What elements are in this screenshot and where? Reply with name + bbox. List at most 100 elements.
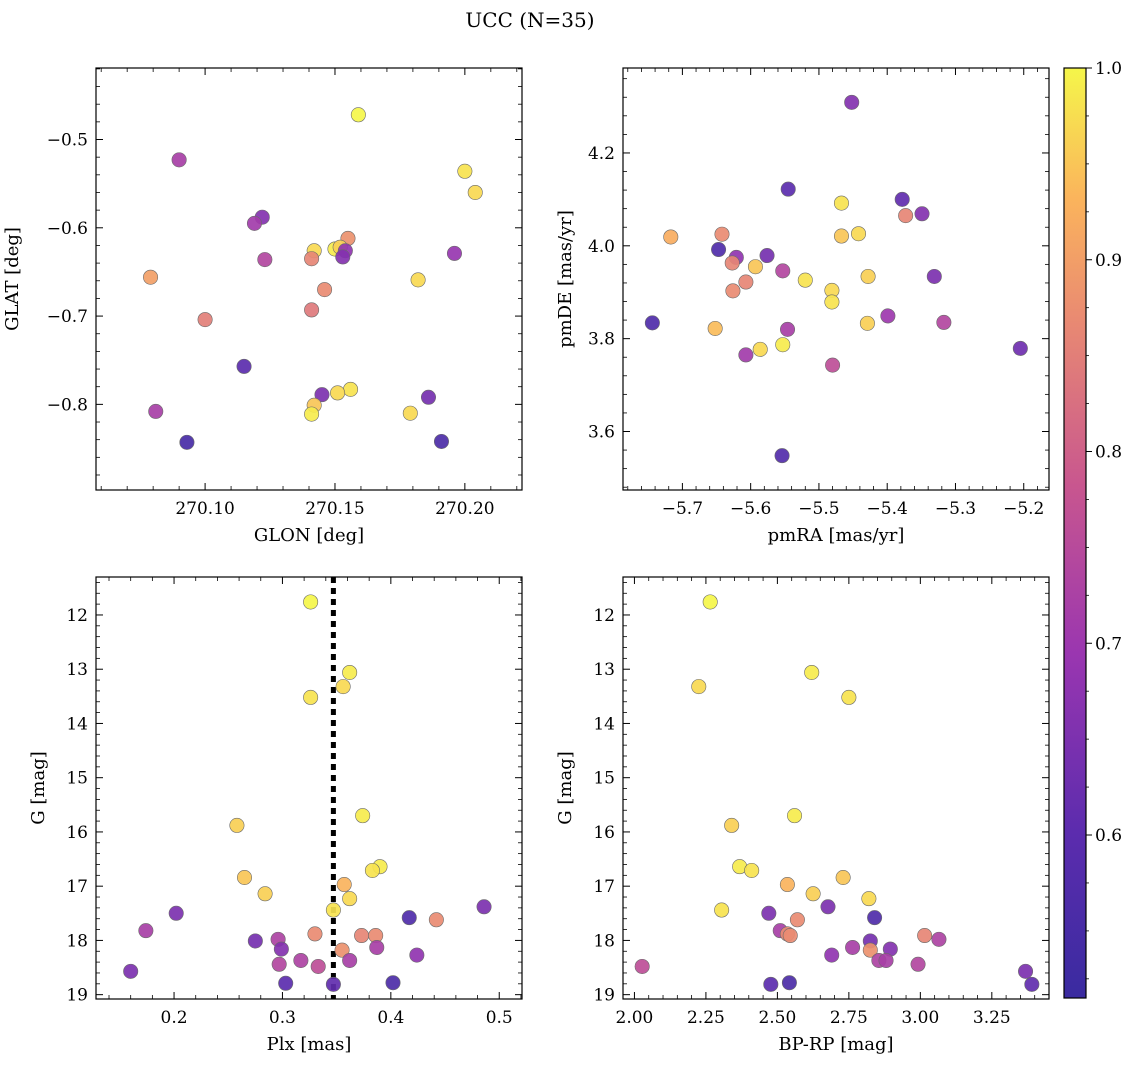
y-tick-label: 17 bbox=[593, 877, 615, 897]
data-point bbox=[936, 314, 952, 330]
colorbar-tick-label: 0.7 bbox=[1095, 634, 1122, 654]
plot-frame bbox=[95, 67, 523, 491]
plot-frame bbox=[95, 576, 523, 1000]
data-point bbox=[446, 245, 462, 261]
data-point bbox=[401, 910, 417, 926]
data-point bbox=[197, 312, 213, 328]
data-point bbox=[229, 817, 245, 833]
data-point bbox=[844, 94, 860, 110]
data-point bbox=[330, 385, 346, 401]
data-point bbox=[343, 381, 359, 397]
y-tick-label: 14 bbox=[593, 714, 615, 734]
data-point bbox=[724, 817, 740, 833]
data-point bbox=[138, 923, 154, 939]
x-axis-label: pmRA [mas/yr] bbox=[768, 525, 905, 546]
data-point bbox=[747, 259, 763, 275]
data-point bbox=[833, 228, 849, 244]
data-point bbox=[725, 283, 741, 299]
data-point bbox=[310, 958, 326, 974]
data-point bbox=[342, 891, 358, 907]
data-point bbox=[898, 208, 914, 224]
data-point bbox=[257, 252, 273, 268]
data-point bbox=[409, 947, 425, 963]
x-tick-label: 3.25 bbox=[973, 1008, 1011, 1028]
data-point bbox=[179, 434, 195, 450]
data-point bbox=[247, 933, 263, 949]
plot-frame bbox=[622, 67, 1050, 491]
data-point bbox=[789, 912, 805, 928]
y-tick-label: −0.7 bbox=[47, 307, 88, 327]
data-point bbox=[257, 886, 273, 902]
data-point bbox=[236, 358, 252, 374]
x-tick-label: 270.10 bbox=[175, 499, 234, 519]
data-point bbox=[369, 939, 385, 955]
data-point bbox=[325, 976, 341, 992]
x-tick-label: 2.25 bbox=[687, 1008, 725, 1028]
data-point bbox=[804, 664, 820, 680]
y-tick-label: 13 bbox=[593, 660, 615, 680]
y-tick-label: 19 bbox=[593, 986, 615, 1006]
data-point bbox=[385, 975, 401, 991]
panel-bottom-left: 0.2 0.3 0.4 0.5 12 13 14 15 16 17 18 19 Plx [mas] G [… bbox=[28, 576, 523, 1055]
y-axis-label: G [mag] bbox=[555, 751, 576, 824]
colorbar: 0.6 0.7 0.8 0.9 1.0 bbox=[1063, 59, 1122, 999]
y-tick-label: 12 bbox=[66, 606, 88, 626]
data-point bbox=[143, 269, 159, 285]
data-point bbox=[824, 294, 840, 310]
x-tick-label: −5.7 bbox=[662, 499, 703, 519]
data-point bbox=[278, 975, 294, 991]
y-tick-label: 16 bbox=[66, 823, 88, 843]
colorbar-gradient bbox=[1063, 67, 1087, 999]
y-tick-label: 14 bbox=[66, 714, 88, 734]
data-point bbox=[304, 251, 320, 267]
y-tick-label: −0.8 bbox=[47, 395, 88, 415]
data-point bbox=[780, 181, 796, 197]
data-point bbox=[752, 341, 768, 357]
data-point bbox=[314, 387, 330, 403]
y-axis-label: GLAT [deg] bbox=[2, 227, 23, 331]
data-point bbox=[457, 163, 473, 179]
y-tick-label: −0.6 bbox=[47, 219, 88, 239]
data-point bbox=[867, 910, 883, 926]
x-tick-label: −5.5 bbox=[798, 499, 839, 519]
data-point bbox=[317, 282, 333, 298]
x-axis-label: Plx [mas] bbox=[267, 1034, 352, 1055]
data-point bbox=[433, 433, 449, 449]
data-point bbox=[273, 941, 289, 957]
data-point bbox=[428, 912, 444, 928]
x-tick-label: −5.2 bbox=[1003, 499, 1044, 519]
x-tick-label: 0.5 bbox=[486, 1008, 513, 1028]
data-point bbox=[354, 928, 370, 944]
data-point bbox=[835, 869, 851, 885]
data-point bbox=[271, 956, 287, 972]
data-point bbox=[738, 347, 754, 363]
y-tick-label: 15 bbox=[66, 769, 88, 789]
data-point bbox=[880, 308, 896, 324]
data-point bbox=[476, 899, 492, 915]
y-tick-label: 13 bbox=[66, 660, 88, 680]
data-point bbox=[663, 229, 679, 245]
data-point bbox=[293, 952, 309, 968]
x-tick-label: 0.2 bbox=[161, 1008, 188, 1028]
colorbar-tick-label: 0.6 bbox=[1095, 826, 1122, 846]
data-point bbox=[350, 107, 366, 123]
data-point bbox=[926, 268, 942, 284]
panel-top-left: 270.10 270.15 270.20 −0.8 −0.7 −0.6 −0.5 GLON [… bbox=[2, 67, 523, 546]
data-point bbox=[335, 249, 351, 265]
data-point bbox=[774, 448, 790, 464]
data-point bbox=[634, 958, 650, 974]
y-tick-label: 3.6 bbox=[588, 423, 615, 443]
x-tick-label: 2.75 bbox=[830, 1008, 868, 1028]
x-tick-label: −5.4 bbox=[867, 499, 908, 519]
data-point bbox=[711, 242, 727, 258]
data-point bbox=[782, 928, 798, 944]
colorbar-tick-label: 0.8 bbox=[1095, 443, 1122, 463]
x-tick-label: 270.20 bbox=[435, 499, 494, 519]
x-tick-label: 0.4 bbox=[377, 1008, 404, 1028]
data-point bbox=[820, 899, 836, 915]
data-point bbox=[878, 952, 894, 968]
data-point bbox=[917, 928, 933, 944]
plot-frame bbox=[622, 576, 1050, 1000]
data-point bbox=[1012, 340, 1028, 356]
